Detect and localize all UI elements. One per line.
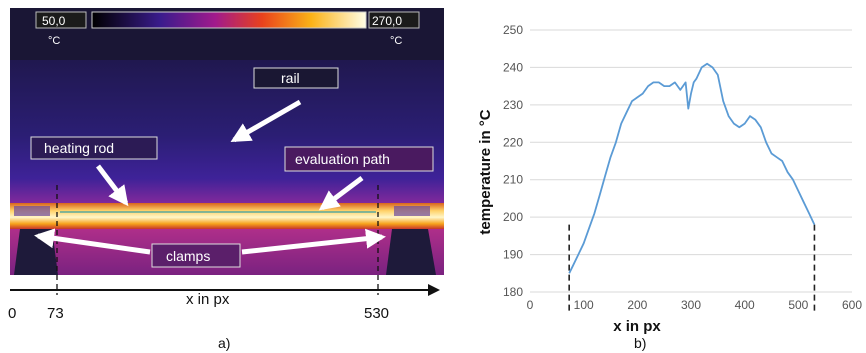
evaluation-path-label: evaluation path [295, 151, 390, 167]
y-tick-label-210: 210 [503, 173, 523, 187]
pixel-tick-0: 0 [8, 305, 16, 322]
evaluation-path-arrow [318, 176, 364, 211]
right-clamp [386, 229, 436, 275]
x-tick-label-200: 200 [627, 298, 647, 312]
scale-min-box [35, 11, 87, 29]
rail-arrow [230, 99, 302, 143]
scale-max-label: 270,0 [372, 14, 402, 28]
y-tick-label-250: 250 [503, 23, 523, 37]
rail-label-box [253, 67, 339, 89]
rail-label: rail [281, 70, 300, 86]
x-tick-label-300: 300 [681, 298, 701, 312]
clamps-label-box [151, 243, 241, 268]
heating-rod-stripe [10, 203, 444, 229]
heating-rod-arrow [96, 164, 129, 207]
scale-min-label: 50,0 [42, 14, 66, 28]
y-tick-label-190: 190 [503, 248, 523, 262]
pixel-tick-73: 73 [47, 305, 64, 322]
pixel-axis-label: x in px [186, 291, 230, 308]
chart-x-axis-label: x in px [613, 318, 661, 335]
scale-unit-right: °C [390, 35, 402, 47]
temperature-series-line [568, 62, 816, 274]
y-tick-label-230: 230 [503, 98, 523, 112]
caption-a: a) [218, 335, 230, 351]
evaluation-path-label-box [284, 146, 434, 172]
x-tick-label-500: 500 [788, 298, 808, 312]
chart-y-axis-label: temperature in °C [477, 109, 494, 234]
y-tick-label-240: 240 [503, 60, 523, 74]
x-tick-label-400: 400 [735, 298, 755, 312]
x-tick-label-0: 0 [527, 298, 534, 312]
clamps-label: clamps [166, 248, 210, 264]
clamps-arrow-left [34, 228, 151, 255]
thermal-image-panel: 50,0 270,0 °C °C rail heating rod evalua… [8, 8, 444, 351]
heating-rod-label: heating rod [44, 140, 114, 156]
color-scale-bar [91, 11, 367, 29]
clamps-arrow-right [241, 228, 386, 255]
temperature-line-chart: 180 190 200 210 220 230 240 250 0 100 200 300 400 500… [477, 23, 862, 351]
caption-b: b) [634, 335, 646, 351]
scale-max-box [368, 11, 420, 29]
x-tick-label-600: 600 [842, 298, 862, 312]
scale-unit-left: °C [48, 35, 60, 47]
y-tick-label-220: 220 [503, 135, 523, 149]
y-tick-label-180: 180 [503, 285, 523, 299]
y-tick-label-200: 200 [503, 210, 523, 224]
heating-rod-label-box [30, 136, 158, 160]
pixel-axis-arrowhead [428, 284, 440, 296]
x-tick-label-100: 100 [574, 298, 594, 312]
left-clamp-top [14, 206, 50, 216]
right-clamp-top [394, 206, 430, 216]
pixel-tick-530: 530 [364, 305, 389, 322]
